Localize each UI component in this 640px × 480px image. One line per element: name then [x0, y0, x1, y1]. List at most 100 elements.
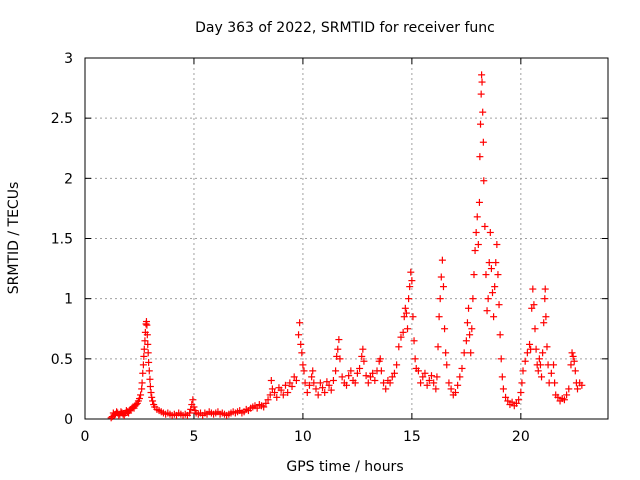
- data-point: [578, 381, 586, 389]
- data-point: [186, 409, 194, 417]
- y-tick-label: 0.5: [51, 352, 73, 368]
- data-point: [190, 403, 198, 411]
- data-point: [132, 401, 140, 409]
- data-point: [286, 379, 294, 387]
- data-point: [356, 364, 364, 372]
- data-point: [571, 367, 579, 375]
- data-point: [264, 396, 272, 404]
- data-point: [493, 241, 501, 249]
- x-tick-label: 20: [512, 429, 530, 445]
- data-point: [573, 385, 581, 393]
- data-point: [393, 361, 401, 369]
- data-point: [297, 340, 305, 348]
- data-point: [445, 379, 453, 387]
- data-point: [277, 386, 285, 394]
- data-point: [253, 404, 261, 412]
- data-point: [498, 373, 506, 381]
- data-point: [335, 336, 343, 344]
- data-point: [438, 256, 446, 264]
- data-point: [332, 367, 340, 375]
- data-point: [268, 385, 276, 393]
- data-point: [147, 389, 155, 397]
- data-point: [486, 228, 494, 236]
- data-point: [437, 273, 445, 281]
- data-point: [401, 304, 409, 312]
- data-point: [478, 78, 486, 86]
- data-point: [343, 381, 350, 389]
- data-point: [472, 228, 480, 236]
- data-point: [485, 259, 493, 267]
- data-point: [530, 301, 538, 309]
- data-point: [551, 379, 559, 387]
- data-point: [419, 373, 427, 381]
- data-point: [309, 367, 317, 375]
- data-point: [532, 345, 540, 353]
- data-point: [260, 403, 268, 411]
- x-tick-label: 10: [294, 429, 312, 445]
- data-point: [482, 271, 490, 279]
- data-point: [462, 337, 470, 345]
- data-point: [327, 386, 335, 394]
- data-points: [107, 71, 586, 422]
- data-point: [470, 271, 478, 279]
- data-point: [423, 381, 431, 389]
- data-point: [480, 177, 488, 185]
- data-point: [399, 328, 407, 336]
- data-point: [266, 391, 274, 399]
- data-point: [137, 391, 145, 399]
- data-point: [421, 369, 429, 377]
- data-point: [541, 285, 549, 293]
- data-point: [441, 325, 449, 333]
- data-point: [409, 313, 417, 321]
- data-point: [139, 369, 147, 377]
- data-point: [475, 198, 483, 206]
- data-point: [141, 337, 149, 345]
- data-point: [477, 120, 485, 128]
- data-point: [451, 389, 459, 397]
- data-point: [299, 361, 307, 369]
- data-point: [547, 369, 555, 377]
- chart-title: Day 363 of 2022, SRMTID for receiver fun…: [195, 20, 495, 36]
- data-point: [517, 389, 525, 397]
- data-point: [406, 283, 414, 291]
- data-point: [414, 367, 422, 375]
- data-point: [281, 381, 289, 389]
- data-point: [490, 313, 498, 321]
- x-tick-label: 0: [81, 429, 90, 445]
- data-point: [284, 389, 292, 397]
- data-point: [273, 393, 281, 401]
- data-point: [290, 373, 298, 381]
- data-point: [144, 349, 152, 357]
- data-point: [308, 373, 316, 381]
- data-point: [382, 385, 390, 393]
- data-point: [430, 379, 438, 387]
- data-point: [539, 349, 547, 357]
- data-point: [347, 367, 355, 375]
- data-point: [353, 369, 361, 377]
- data-point: [535, 355, 543, 363]
- data-point: [534, 367, 542, 375]
- data-point: [314, 391, 322, 399]
- data-point: [380, 379, 388, 387]
- data-point: [411, 355, 419, 363]
- data-point: [478, 71, 486, 79]
- y-axis-label: SRMTID / TECUs: [6, 182, 22, 295]
- data-point: [144, 340, 152, 348]
- data-point: [402, 309, 410, 317]
- data-point: [466, 331, 474, 339]
- data-point: [567, 361, 575, 369]
- data-point: [491, 283, 499, 291]
- data-point: [149, 397, 157, 405]
- data-point: [397, 333, 405, 341]
- data-point: [481, 222, 489, 230]
- data-point: [443, 361, 451, 369]
- data-point: [528, 304, 536, 312]
- data-point: [442, 349, 450, 357]
- y-tick-label: 0: [64, 412, 73, 428]
- x-tick-label: 15: [403, 429, 421, 445]
- data-point: [468, 325, 476, 333]
- data-point: [432, 385, 440, 393]
- data-point: [376, 355, 384, 363]
- data-point: [336, 355, 344, 363]
- data-point: [334, 345, 342, 353]
